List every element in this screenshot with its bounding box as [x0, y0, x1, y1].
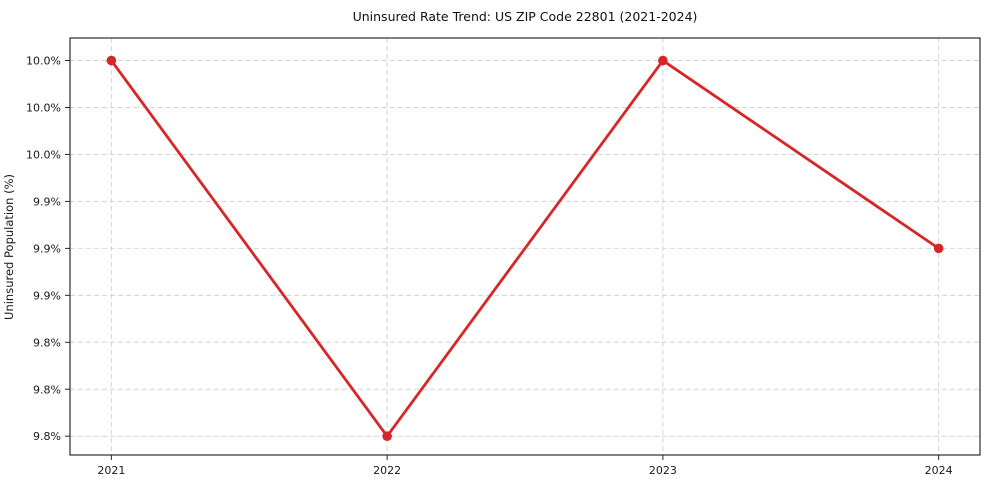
- axis-ticks-layer: 10.0% 10.0% 10.0% 9.9% 9.9% 9.9% 9.8% 9.8% 9.8% 2…: [26, 55, 953, 477]
- y-tick-label: 10.0%: [26, 55, 61, 68]
- data-point-marker: [106, 55, 117, 66]
- y-tick-label: 10.0%: [26, 148, 61, 161]
- data-point-marker: [933, 243, 944, 254]
- chart-title: Uninsured Rate Trend: US ZIP Code 22801 …: [353, 9, 698, 24]
- y-tick-label: 9.9%: [33, 289, 61, 302]
- data-point-marker: [658, 55, 668, 66]
- x-tick-label: 2021: [97, 464, 125, 477]
- plot-border: [69, 37, 981, 456]
- y-tick-label: 9.8%: [33, 336, 61, 349]
- data-point-marker: [382, 431, 392, 442]
- y-tick-label: 9.8%: [33, 430, 61, 443]
- x-tick-label: 2024: [925, 464, 953, 477]
- y-axis-label: Uninsured Population (%): [2, 174, 16, 320]
- y-tick-label: 9.8%: [33, 383, 61, 396]
- data-series-layer: [106, 55, 944, 442]
- trend-line: [109, 59, 941, 438]
- x-tick-label: 2023: [649, 464, 677, 477]
- y-tick-label: 10.0%: [26, 102, 61, 115]
- y-tick-label: 9.9%: [33, 195, 61, 208]
- y-tick-label: 9.9%: [33, 242, 61, 255]
- x-tick-label: 2022: [373, 464, 401, 477]
